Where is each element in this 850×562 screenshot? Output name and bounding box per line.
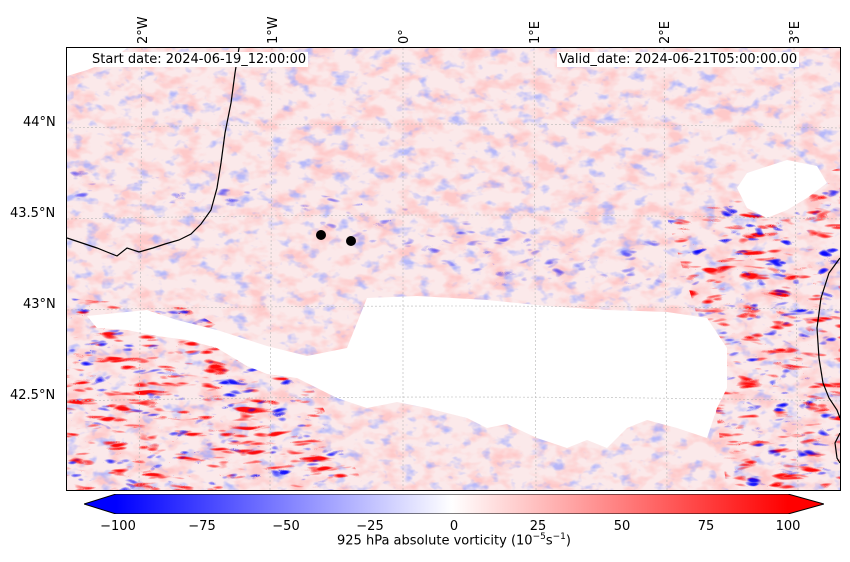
colorbar-tick: 0 [449, 519, 459, 534]
colorbar-tick: 75 [697, 519, 715, 534]
lat-label-43-5n: 43.5°N [10, 206, 56, 221]
vorticity-map[interactable] [66, 47, 841, 491]
lon-label-3e: 3°E [788, 21, 803, 44]
masked-terrain-area [87, 296, 727, 448]
colorbar-tick: −75 [188, 519, 216, 534]
graticule [67, 48, 840, 490]
colorbar-tick: −25 [356, 519, 384, 534]
colorbar-tick: 25 [529, 519, 547, 534]
start-date-annotation: Start date: 2024-06-19_12:00:00 [90, 52, 309, 67]
colorbar-gradient [116, 494, 788, 514]
lon-label-1e: 1°E [528, 21, 543, 44]
colorbar-label: 925 hPa absolute vorticity (10−5s−1) [337, 532, 571, 548]
lat-label-42-5n: 42.5°N [10, 388, 56, 403]
colorbar-label-exp2: −1 [552, 532, 566, 542]
lon-label-0: 0° [397, 29, 412, 44]
colorbar-tick: −100 [100, 519, 136, 534]
coastline-mediterranean [816, 257, 840, 419]
masked-terrain-area-ne [737, 160, 827, 218]
marker-point-b[interactable] [346, 236, 356, 246]
lat-label-44n: 44°N [23, 115, 56, 130]
colorbar-label-exp1: −5 [532, 532, 546, 542]
colorbar-label-suffix: ) [565, 533, 571, 549]
valid-date-annotation: Valid_date: 2024-06-21T05:00:00.00 [557, 52, 800, 67]
colorbar-extend-max [788, 494, 824, 514]
colorbar-tick: −50 [272, 519, 300, 534]
coastline-mediterranean-south [834, 432, 840, 464]
lon-label-1w: 1°W [266, 16, 281, 44]
colorbar-tick: 100 [775, 519, 801, 534]
lon-label-2w: 2°W [136, 16, 151, 44]
marker-point-a[interactable] [316, 230, 326, 240]
coastline-atlantic [67, 48, 240, 257]
colorbar-extend-min [84, 494, 116, 514]
lat-label-43n: 43°N [23, 297, 56, 312]
lon-label-2e: 2°E [658, 21, 673, 44]
colorbar-label-mid: s [545, 533, 553, 549]
vorticity-field [67, 48, 840, 490]
colorbar-label-prefix: 925 hPa absolute vorticity (10 [337, 533, 533, 549]
colorbar [84, 494, 824, 514]
colorbar-tick: 50 [613, 519, 631, 534]
